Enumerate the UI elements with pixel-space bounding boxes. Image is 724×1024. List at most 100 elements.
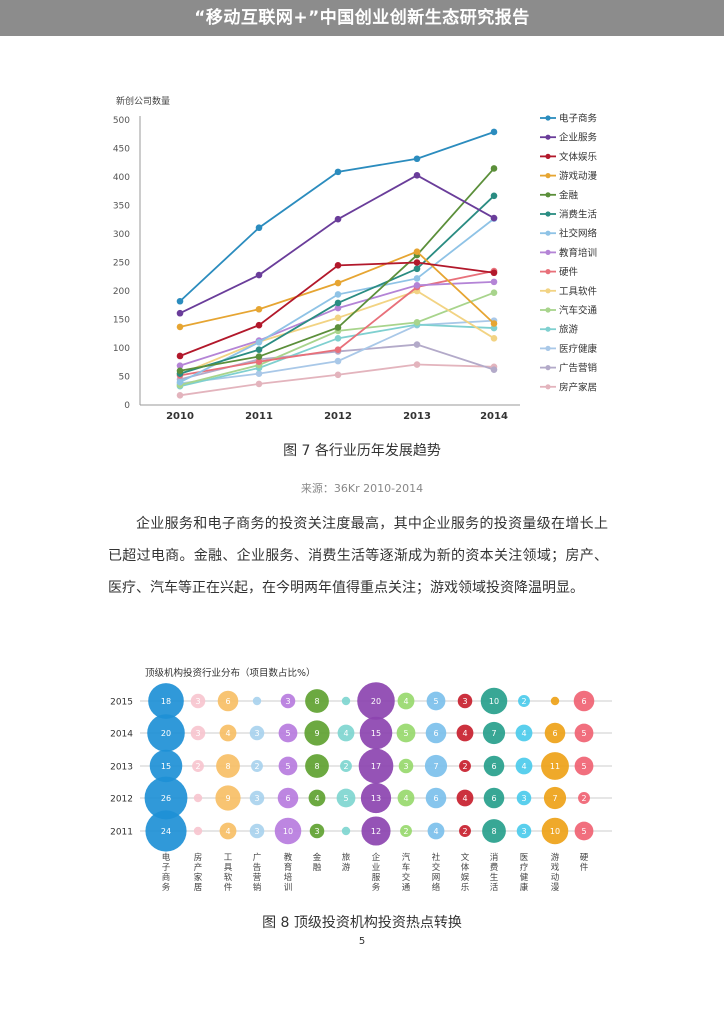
data-point	[334, 215, 342, 223]
bubble-value: 9	[225, 794, 230, 803]
bubble	[219, 724, 237, 742]
bubble	[482, 721, 506, 745]
svg-text:工具软件: 工具软件	[559, 285, 598, 297]
bubble-value: 7	[491, 729, 496, 738]
data-point	[413, 275, 421, 282]
bubble-value: 2	[254, 762, 259, 771]
data-point	[255, 380, 263, 388]
bubble-row-2012: 2012 26 9 3 6 4 5 13 4 6 4 6 3 7 2	[110, 776, 612, 820]
bubble-value: 2	[343, 762, 348, 771]
legend-item: 旅游	[540, 324, 579, 336]
bubble	[398, 758, 414, 774]
legend-item: 企业服务	[540, 132, 598, 144]
bubble	[308, 789, 326, 807]
data-point	[176, 367, 184, 375]
y-tick-label: 50	[119, 373, 131, 383]
svg-text:旅游: 旅游	[559, 324, 579, 336]
data-point	[176, 297, 184, 305]
data-point	[490, 278, 498, 286]
y-tick-label: 450	[113, 145, 130, 155]
bubble-chart-svg: 顶级机构投资行业分布（项目数占比%）2015 18 3 6 3 8 20 4 5 3 10 2 6201…	[110, 667, 612, 893]
industry-trend-line-chart: 新创公司数量 0 50 100 150 200 250 300 350 400 450 500 2010…	[100, 90, 620, 430]
data-point	[334, 291, 342, 298]
bubble-value: 26	[161, 794, 171, 803]
row-year-label: 2013	[110, 763, 133, 773]
bubble-value: 5	[433, 697, 438, 706]
bubble-value: 4	[314, 794, 319, 803]
legend-item: 汽车交通	[540, 305, 598, 317]
bubble-value: 24	[161, 827, 171, 836]
bubble-value: 15	[371, 729, 381, 738]
data-point	[334, 304, 342, 312]
category-label: 教育培训	[284, 852, 293, 893]
bubble-value: 7	[433, 762, 438, 771]
bubble	[541, 817, 569, 845]
bubble-value: 13	[371, 794, 381, 803]
bubble-value: 9	[314, 729, 319, 738]
y-tick-label: 400	[113, 173, 130, 183]
bubble	[249, 725, 265, 741]
bubble	[251, 760, 263, 772]
line-series	[176, 165, 498, 375]
bubble-value: 4	[462, 729, 467, 738]
bubble-value: 18	[161, 697, 171, 706]
bubble-value: 6	[433, 794, 438, 803]
data-point	[255, 305, 263, 313]
bubble	[149, 749, 183, 783]
bubble-value: 4	[521, 729, 526, 738]
bubble	[336, 788, 356, 808]
x-tick-label: 2011	[245, 411, 273, 422]
bubble-value: 3	[254, 794, 259, 803]
bubble	[341, 826, 351, 836]
category-label: 广告营销	[253, 852, 262, 893]
body-paragraph: 企业服务和电子商务的投资关注度最高，其中企业服务的投资量级在增长上已超过电商。金…	[108, 516, 608, 596]
bubble-value: 3	[195, 697, 200, 706]
bubble	[573, 690, 595, 712]
line-series	[176, 128, 498, 305]
data-point	[255, 224, 263, 232]
svg-text:汽车交通: 汽车交通	[559, 305, 598, 317]
bubble-value: 8	[225, 762, 230, 771]
bubble	[516, 823, 532, 839]
data-point	[176, 352, 184, 360]
data-point	[334, 357, 342, 365]
data-point	[490, 128, 498, 136]
figure7-caption: 图 7 各行业历年发展趋势	[283, 443, 441, 459]
bubble-value: 11	[550, 762, 560, 771]
x-tick-label: 2010	[166, 411, 194, 422]
bubble	[278, 723, 298, 743]
svg-text:医疗健康: 医疗健康	[559, 343, 598, 355]
svg-text:金融: 金融	[559, 189, 579, 201]
category-label: 旅游	[342, 852, 351, 873]
bubble	[543, 786, 567, 810]
bubble-value: 7	[552, 794, 557, 803]
category-label: 消费生活	[490, 852, 499, 893]
bubble-value: 5	[343, 794, 348, 803]
category-label: 电子商务	[162, 852, 171, 893]
legend-item: 游戏动漫	[540, 170, 598, 182]
bubble-value: 5	[581, 729, 586, 738]
bubble	[305, 689, 329, 713]
bubble	[359, 716, 393, 750]
category-label: 汽车交通	[402, 852, 411, 893]
bubble	[396, 723, 416, 743]
bubble-value: 15	[161, 762, 171, 771]
svg-text:文体娱乐: 文体娱乐	[559, 151, 598, 163]
bubble	[193, 826, 203, 836]
bubble-value: 2	[195, 762, 200, 771]
bubble	[249, 790, 265, 806]
y-axis-label: 新创公司数量	[116, 95, 170, 107]
data-point	[334, 314, 342, 322]
data-point	[255, 370, 263, 377]
bubble	[483, 755, 505, 777]
bubble	[459, 825, 471, 837]
data-point	[413, 361, 421, 368]
page-number: 5	[358, 936, 366, 947]
bubble-value: 12	[371, 827, 381, 836]
data-point	[334, 324, 342, 331]
bubble-row-2013: 2013 15 2 8 2 5 8 2 17 3 7 2 6 4 11 5	[110, 748, 612, 784]
bubble	[516, 790, 532, 806]
bubble	[215, 785, 241, 811]
y-tick-label: 350	[113, 202, 130, 212]
bubble-value: 8	[491, 827, 496, 836]
